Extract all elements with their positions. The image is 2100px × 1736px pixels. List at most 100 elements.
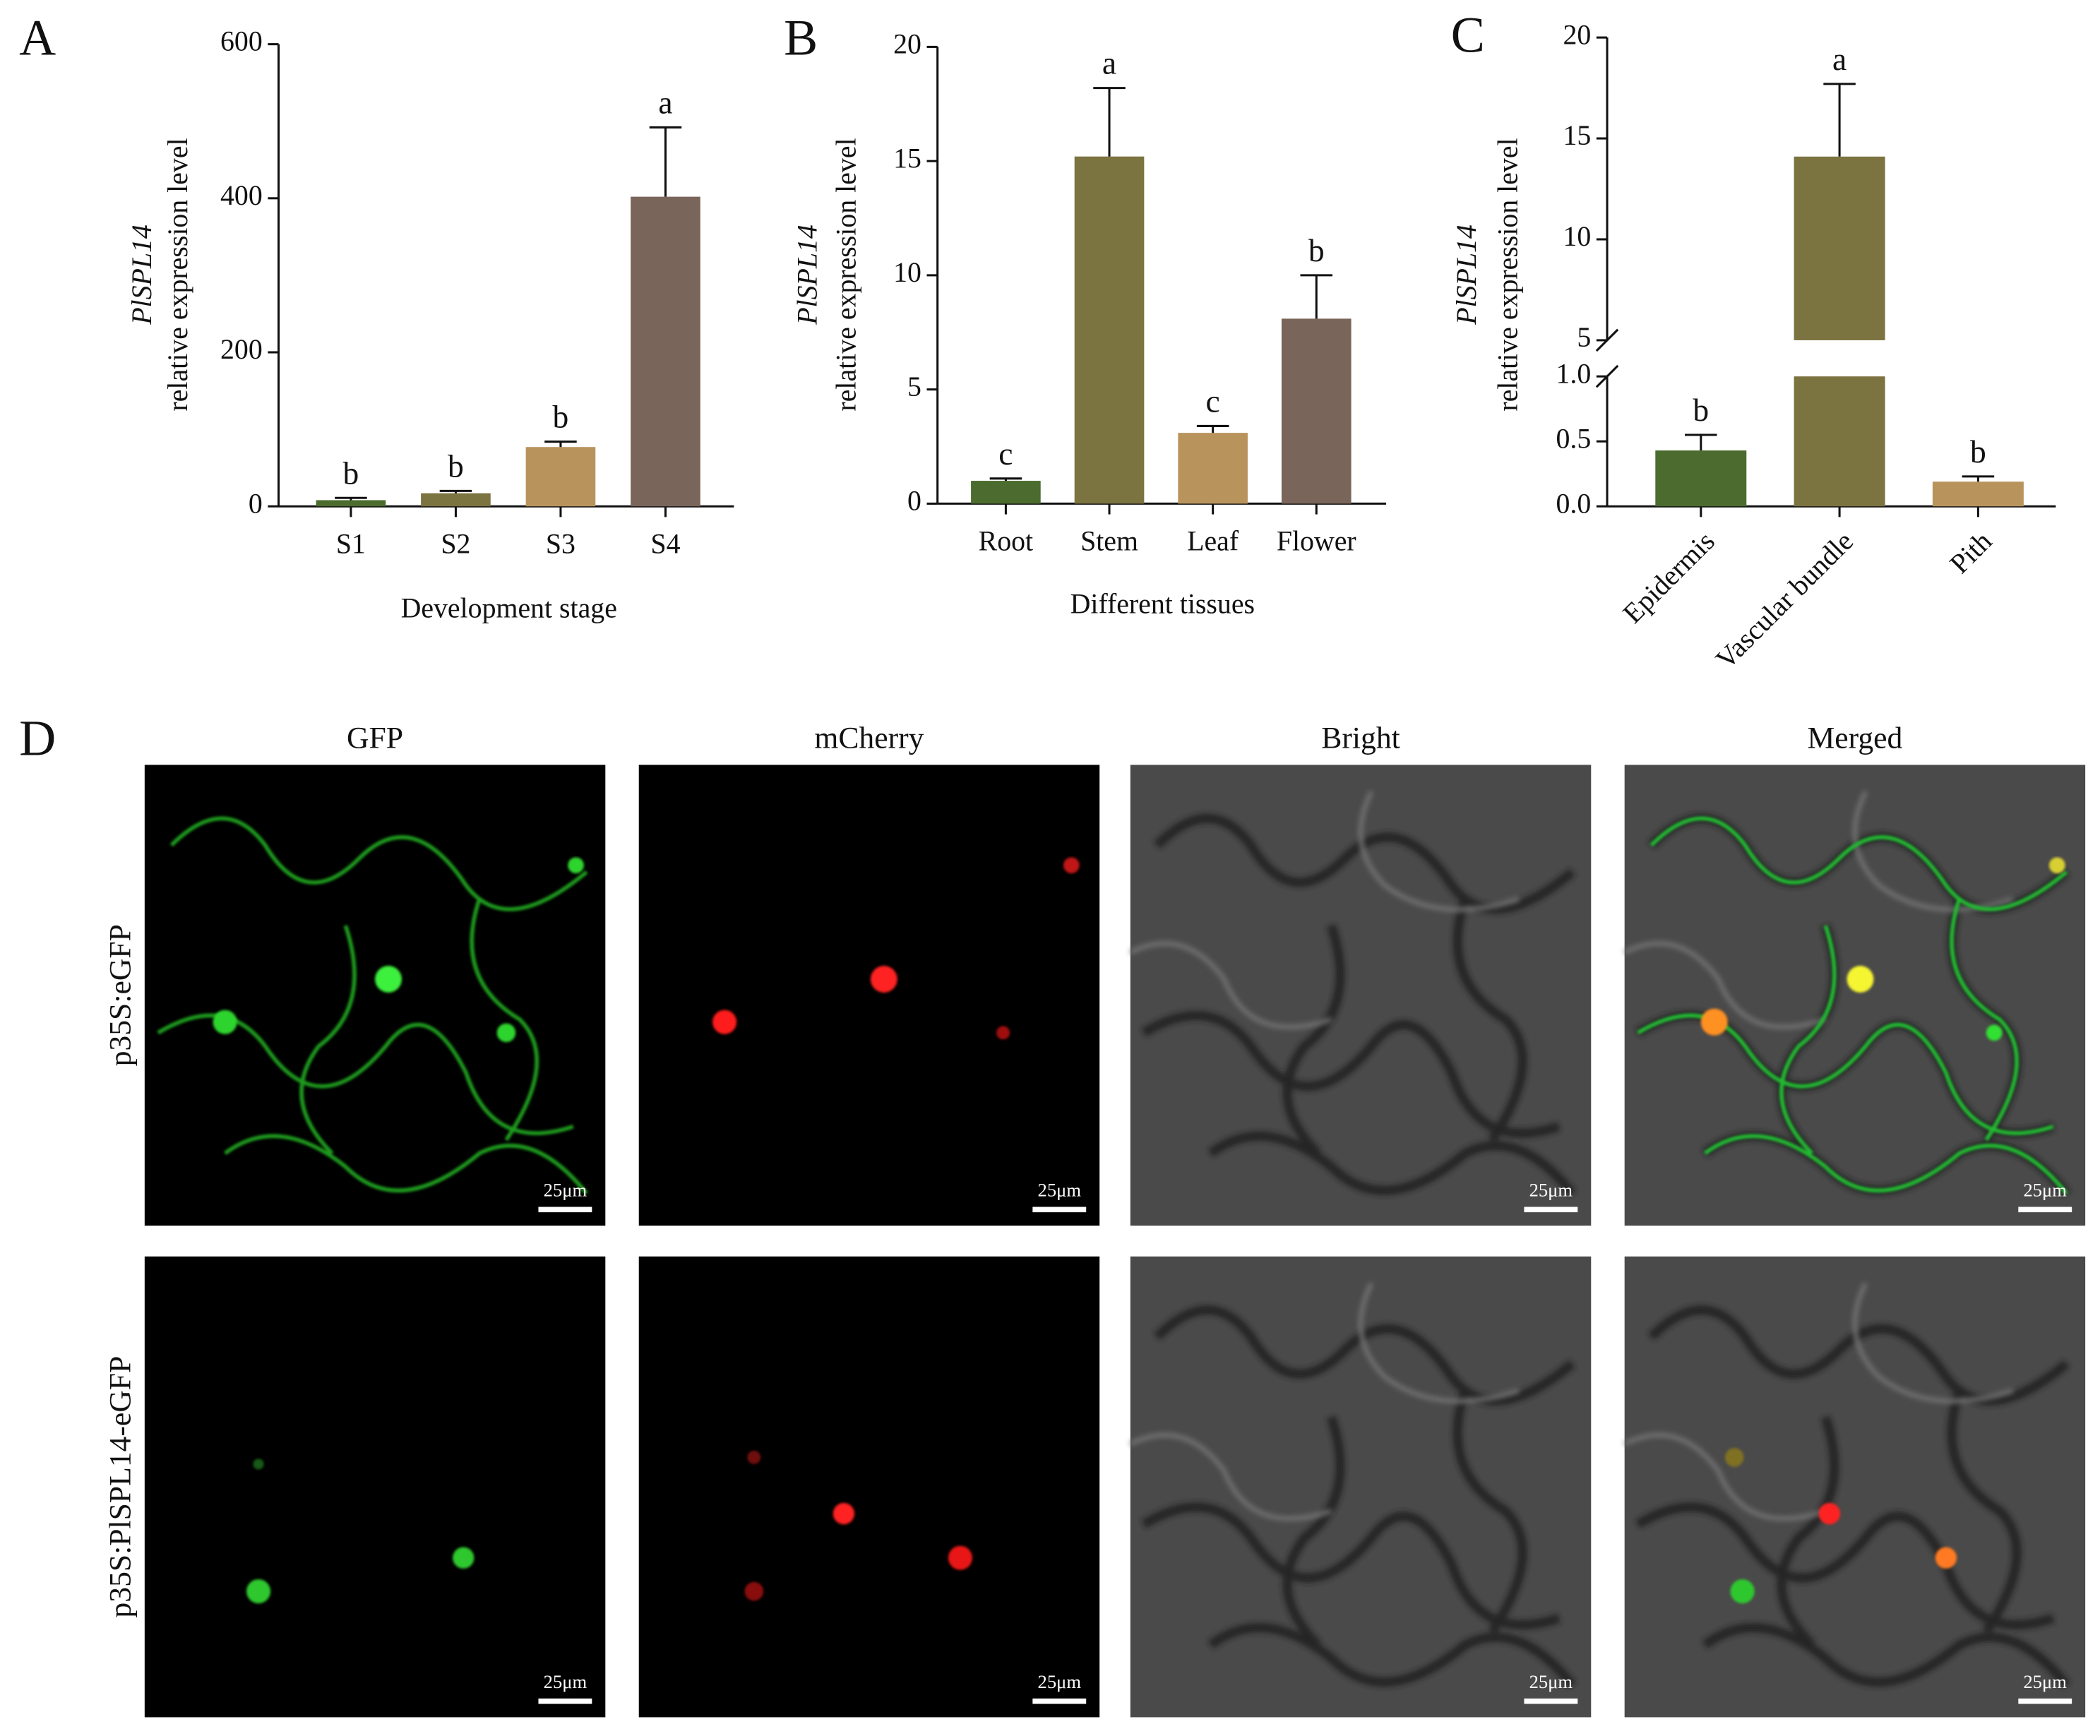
nucleus bbox=[747, 1450, 761, 1464]
bar bbox=[1281, 318, 1352, 504]
x-tick-label: Flower bbox=[1277, 525, 1356, 556]
bar bbox=[1794, 156, 1885, 340]
nucleus bbox=[1935, 1547, 1957, 1569]
micrograph: 25μm bbox=[1129, 765, 1592, 1226]
panel-label: B bbox=[784, 9, 818, 66]
x-tick-label: S2 bbox=[441, 528, 470, 559]
x-tick-label: Pith bbox=[1944, 525, 1998, 580]
micrograph-background bbox=[638, 765, 1100, 1226]
nucleus bbox=[996, 1026, 1010, 1040]
micrograph: 25μm bbox=[1623, 1256, 2086, 1718]
cell-outline bbox=[1623, 1282, 2014, 1521]
y-tick-label: 10 bbox=[893, 257, 921, 288]
micrograph: 25μm bbox=[1129, 1256, 1592, 1718]
panel-label: A bbox=[19, 9, 56, 66]
bar bbox=[525, 447, 596, 507]
significance-label: b bbox=[448, 448, 464, 484]
nucleus bbox=[833, 1502, 855, 1525]
y-tick-label: 20 bbox=[1563, 19, 1591, 50]
x-tick-label: S4 bbox=[650, 528, 680, 559]
cell-outline bbox=[1129, 1282, 1520, 1521]
cell-outline bbox=[1635, 1305, 2070, 1689]
significance-label: b bbox=[343, 455, 359, 491]
significance-label: b bbox=[1693, 392, 1709, 428]
panel-label: D bbox=[19, 710, 56, 767]
y-axis-label: relative expression level bbox=[831, 138, 862, 411]
bar bbox=[1655, 450, 1747, 507]
scale-bar-label: 25μm bbox=[544, 1671, 587, 1692]
nucleus bbox=[1818, 1502, 1841, 1525]
nucleus bbox=[1063, 857, 1080, 874]
bar bbox=[316, 500, 386, 507]
y-tick-label: 15 bbox=[893, 143, 921, 174]
x-tick-label: Leaf bbox=[1187, 525, 1239, 556]
significance-label: a bbox=[1102, 45, 1116, 81]
cell-outline bbox=[1623, 791, 2014, 1029]
micrograph: 25μm bbox=[638, 765, 1100, 1226]
nucleus bbox=[453, 1547, 475, 1569]
nucleus bbox=[246, 1579, 271, 1604]
y-tick-label: 5 bbox=[907, 371, 921, 402]
x-tick-label: Vascular bundle bbox=[1710, 525, 1859, 675]
micrograph: 25μm bbox=[144, 765, 606, 1226]
cell-outline bbox=[1141, 813, 1576, 1197]
y-axis-gene: PlSPL14 bbox=[1451, 225, 1482, 325]
bar bbox=[421, 493, 491, 507]
column-header: Merged bbox=[1807, 721, 1902, 755]
y-axis-gene: PlSPL14 bbox=[126, 225, 157, 325]
significance-label: a bbox=[658, 85, 672, 121]
x-tick-label: S3 bbox=[546, 528, 575, 559]
x-tick-label: Epidermis bbox=[1617, 525, 1721, 629]
nucleus bbox=[1724, 1448, 1744, 1467]
scale-bar-label: 25μm bbox=[1529, 1180, 1573, 1201]
column-header: GFP bbox=[347, 721, 403, 755]
nucleus bbox=[948, 1545, 972, 1570]
cell-outline bbox=[1141, 1305, 1576, 1689]
cell-outline bbox=[1129, 791, 1520, 1029]
scale-bar-label: 25μm bbox=[2024, 1180, 2068, 1201]
y-tick-label: 20 bbox=[893, 29, 921, 60]
bar bbox=[1178, 433, 1248, 504]
x-tick-label: Stem bbox=[1080, 525, 1138, 556]
nucleus bbox=[1700, 1008, 1728, 1036]
nucleus bbox=[253, 1459, 264, 1470]
y-tick-label: 15 bbox=[1563, 120, 1591, 151]
y-axis-label: relative expression level bbox=[1493, 138, 1524, 411]
significance-label: b bbox=[1308, 232, 1325, 268]
cell-wall-gfp bbox=[1637, 816, 2068, 1195]
nucleus bbox=[2048, 857, 2065, 874]
y-tick-label: 0 bbox=[249, 488, 263, 519]
nucleus bbox=[1847, 966, 1874, 993]
micrograph: 25μm bbox=[638, 1256, 1100, 1718]
x-tick-label: Root bbox=[979, 525, 1033, 556]
row-label: p35S:PlSPL14-eGFP bbox=[104, 1356, 138, 1618]
scale-bar-label: 25μm bbox=[2024, 1671, 2068, 1692]
x-axis-label: Development stage bbox=[401, 592, 617, 623]
y-tick-label: 0.0 bbox=[1556, 488, 1591, 519]
y-tick-label: 0 bbox=[907, 486, 921, 517]
bar bbox=[1794, 376, 1885, 507]
y-tick-label: 5 bbox=[1577, 322, 1591, 353]
y-axis-label: relative expression level bbox=[162, 138, 193, 411]
nucleus bbox=[1730, 1579, 1755, 1604]
micrograph-background bbox=[144, 1256, 606, 1718]
nucleus bbox=[213, 1010, 237, 1034]
y-tick-label: 1.0 bbox=[1556, 358, 1591, 389]
nucleus bbox=[744, 1581, 764, 1601]
y-tick-label: 200 bbox=[220, 334, 263, 365]
cell-wall-gfp bbox=[157, 816, 588, 1195]
significance-label: b bbox=[1970, 433, 1986, 469]
nucleus bbox=[568, 857, 584, 874]
micrograph-background bbox=[144, 765, 606, 1226]
significance-label: c bbox=[998, 436, 1013, 472]
bar bbox=[631, 196, 700, 507]
y-tick-label: 400 bbox=[220, 180, 263, 211]
bar bbox=[1932, 481, 2024, 507]
y-tick-label: 10 bbox=[1563, 221, 1591, 252]
significance-label: a bbox=[1832, 41, 1847, 77]
panel-label: C bbox=[1451, 6, 1485, 63]
nucleus bbox=[375, 966, 402, 993]
x-axis-label: Different tissues bbox=[1070, 589, 1255, 620]
